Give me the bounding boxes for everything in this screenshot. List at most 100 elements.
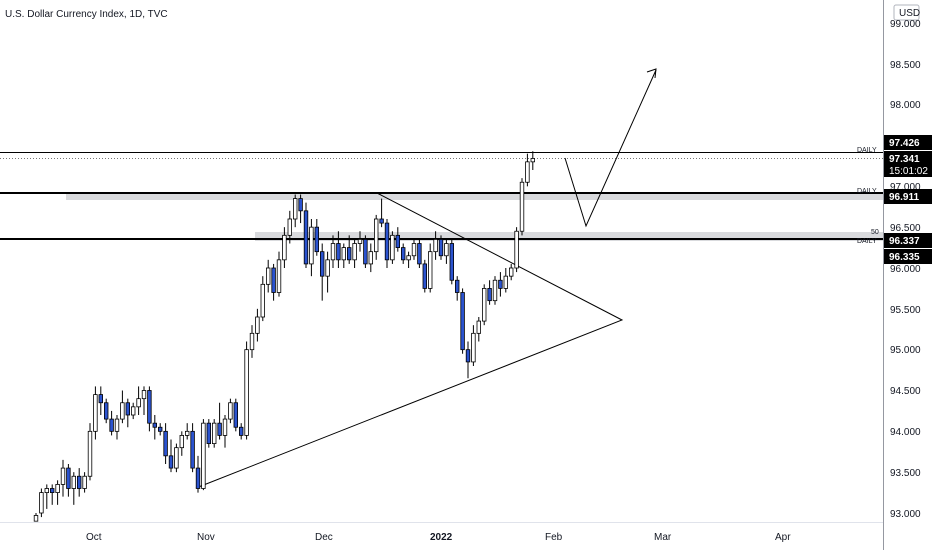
price-tick: 96.500	[890, 223, 921, 234]
time-label-dec: Dec	[315, 532, 333, 543]
svg-text:97.341: 97.341	[889, 154, 920, 165]
candle-body	[427, 251, 433, 289]
daily-label-mid: DAILY	[857, 188, 877, 195]
candle-body	[368, 251, 373, 265]
time-label-feb: Feb	[545, 532, 563, 543]
candle-body	[98, 394, 103, 404]
candle-body	[238, 426, 244, 436]
candle-body	[438, 239, 444, 257]
svg-text:96.337: 96.337	[889, 236, 920, 247]
candle-body	[114, 418, 120, 432]
svg-text:15:01:02: 15:01:02	[889, 166, 928, 177]
daily-label-top: DAILY	[857, 147, 877, 154]
time-label-oct: Oct	[86, 532, 102, 543]
candle-body	[87, 430, 93, 477]
candle-body	[357, 239, 363, 244]
candle-body	[336, 243, 341, 261]
candle-body	[55, 484, 60, 493]
candle-body	[152, 422, 157, 428]
candle-body	[217, 422, 222, 436]
candle-body	[303, 210, 309, 265]
candle-body	[287, 218, 292, 236]
price-tick: 95.000	[890, 345, 921, 356]
candle-body	[271, 267, 276, 293]
candle-body	[298, 198, 303, 212]
daily-label-lower: DAILY	[857, 238, 877, 245]
candle-body	[390, 234, 395, 261]
price-tag-lower-b: 96.335	[884, 249, 932, 264]
candle-body	[39, 492, 44, 514]
candle-body	[492, 279, 498, 302]
candle-body	[190, 430, 195, 469]
candle-body	[60, 467, 66, 485]
price-tick: 96.000	[890, 264, 921, 275]
candle-body	[498, 279, 503, 289]
time-axis: Oct Nov Dec 2022 Feb Mar Apr	[86, 532, 791, 543]
candle-body	[244, 349, 249, 436]
candle-body	[487, 288, 492, 302]
candle-body	[314, 226, 319, 253]
candle-body	[433, 239, 438, 253]
svg-text:USD: USD	[899, 8, 920, 19]
candle-body	[422, 263, 427, 289]
candle-body	[174, 447, 179, 469]
candle-body	[292, 198, 298, 220]
candle-body	[66, 467, 71, 489]
candle-body	[379, 218, 384, 224]
candle-body	[228, 402, 233, 420]
price-tag-lower-a: 96.337	[884, 233, 932, 248]
candle-body	[341, 247, 346, 261]
price-tag-top: 97.426	[884, 135, 932, 150]
candle-body	[120, 402, 125, 420]
candle-body	[514, 230, 519, 269]
candle-body	[508, 267, 514, 277]
candle-body	[444, 243, 449, 257]
candle-body	[222, 418, 228, 436]
candle-body	[77, 475, 82, 489]
svg-text:96.335: 96.335	[889, 252, 920, 263]
candle-body	[147, 390, 152, 424]
currency-badge[interactable]: USD	[893, 4, 920, 21]
resistance-zone-lower	[255, 232, 883, 241]
price-tick-partial: 97.000	[890, 182, 921, 193]
price-tick: 98.500	[890, 60, 921, 71]
candle-body	[109, 418, 114, 432]
candle-body	[406, 255, 411, 261]
candle-body	[141, 390, 147, 400]
candle-body	[179, 435, 184, 449]
projection-path	[564, 69, 657, 228]
candle-body	[325, 259, 330, 277]
candle-body	[503, 275, 508, 289]
candle-body	[104, 402, 109, 420]
price-tick: 95.500	[890, 305, 921, 316]
resistance-zone-upper	[66, 193, 883, 200]
candle-body	[184, 430, 190, 436]
candle-body	[530, 158, 535, 163]
time-label-mar: Mar	[654, 532, 672, 543]
candle-body	[206, 422, 211, 444]
candle-body	[265, 267, 271, 285]
candle-body	[93, 394, 98, 432]
candle-body	[282, 234, 287, 261]
candle-body	[411, 243, 417, 257]
svg-text:97.426: 97.426	[889, 138, 920, 149]
candle-body	[346, 247, 352, 261]
candle-body	[71, 475, 76, 489]
price-tick: 93.000	[890, 509, 921, 520]
candle-body	[44, 488, 49, 493]
candle-body	[260, 283, 265, 318]
candle-body	[384, 222, 390, 261]
candle-body	[168, 455, 174, 469]
candle-body	[201, 422, 206, 489]
candle-body	[249, 332, 255, 351]
candle-body	[211, 422, 217, 444]
candle-body	[471, 332, 476, 363]
candle-body	[476, 320, 481, 334]
fifty-label: 50	[871, 229, 879, 236]
candle-body	[233, 402, 238, 428]
candle-body	[525, 161, 530, 183]
candle-body	[454, 279, 460, 293]
price-scale: 99.000 98.500 98.000 97.000 96.500 96.00…	[890, 19, 921, 520]
candle-body	[163, 430, 168, 457]
